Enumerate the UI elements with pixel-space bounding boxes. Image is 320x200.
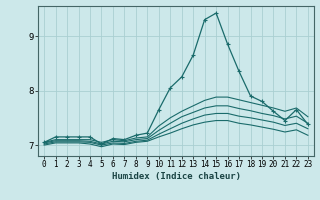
X-axis label: Humidex (Indice chaleur): Humidex (Indice chaleur) [111,172,241,181]
